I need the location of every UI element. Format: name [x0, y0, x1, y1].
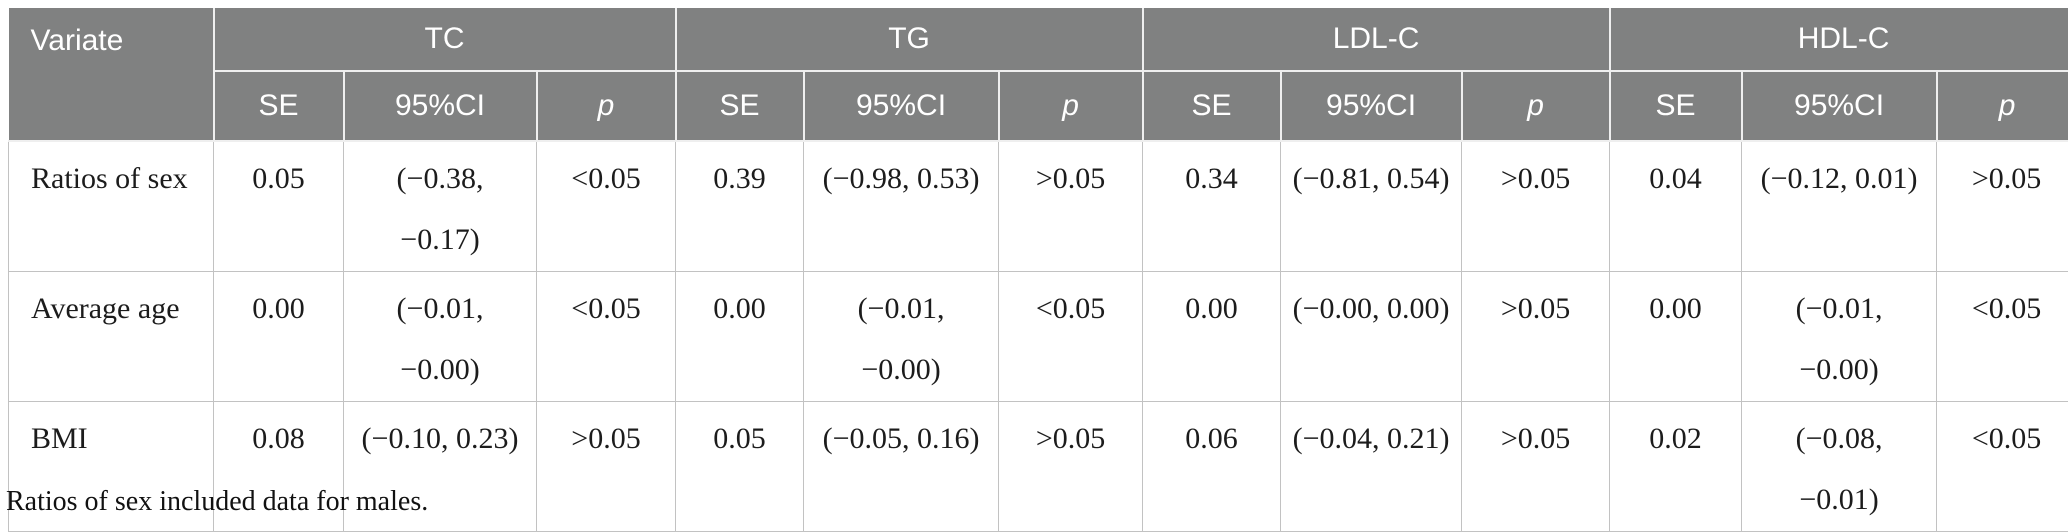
cell-hdl-ci: (−0.12, 0.01) — [1742, 141, 1937, 272]
table-footnote: Ratios of sex included data for males. — [6, 486, 428, 518]
cell-tg-ci: (−0.01, −0.00) — [804, 272, 999, 402]
cell-ldl-p: >0.05 — [1462, 402, 1610, 532]
cell-ldl-ci: (−0.81, 0.54) — [1281, 141, 1462, 272]
cell-ldl-se: 0.34 — [1143, 141, 1281, 272]
table-row-average-age: Average age 0.00 (−0.01, −0.00) <0.05 0.… — [9, 272, 2068, 402]
header-ldl-ci: 95%CI — [1281, 71, 1462, 141]
header-ldl-se: SE — [1143, 71, 1281, 141]
cell-tg-se: 0.00 — [676, 272, 804, 402]
lipid-statistics-table: Variate TC TG LDL-C HDL-C SE 95%CI p SE … — [8, 8, 2068, 532]
header-group-hdl-c: HDL-C — [1610, 8, 2068, 71]
cell-tg-se: 0.05 — [676, 402, 804, 532]
cell-ldl-se: 0.06 — [1143, 402, 1281, 532]
table-body: Ratios of sex 0.05 (−0.38, −0.17) <0.05 … — [9, 141, 2068, 532]
header-group-row: Variate TC TG LDL-C HDL-C — [9, 8, 2068, 71]
header-hdl-se: SE — [1610, 71, 1742, 141]
cell-hdl-ci: (−0.01, −0.00) — [1742, 272, 1937, 402]
header-group-tg: TG — [676, 8, 1143, 71]
header-tc-p: p — [537, 71, 676, 141]
header-tg-ci: 95%CI — [804, 71, 999, 141]
cell-ldl-se: 0.00 — [1143, 272, 1281, 402]
header-tg-se: SE — [676, 71, 804, 141]
cell-tc-se: 0.05 — [214, 141, 344, 272]
cell-hdl-se: 0.04 — [1610, 141, 1742, 272]
cell-hdl-se: 0.02 — [1610, 402, 1742, 532]
cell-ldl-p: >0.05 — [1462, 141, 1610, 272]
header-ldl-p: p — [1462, 71, 1610, 141]
cell-tg-ci: (−0.98, 0.53) — [804, 141, 999, 272]
header-variate: Variate — [9, 8, 214, 141]
cell-hdl-p: >0.05 — [1937, 141, 2068, 272]
cell-hdl-p: <0.05 — [1937, 272, 2068, 402]
header-tc-se: SE — [214, 71, 344, 141]
cell-tc-p: <0.05 — [537, 141, 676, 272]
header-hdl-p: p — [1937, 71, 2068, 141]
header-tc-ci: 95%CI — [344, 71, 537, 141]
statistics-table-container: Variate TC TG LDL-C HDL-C SE 95%CI p SE … — [8, 8, 2060, 532]
row-label: Ratios of sex — [9, 141, 214, 272]
header-tg-p: p — [999, 71, 1143, 141]
table-row-ratios-of-sex: Ratios of sex 0.05 (−0.38, −0.17) <0.05 … — [9, 141, 2068, 272]
header-sub-row: SE 95%CI p SE 95%CI p SE 95%CI p SE 95%C… — [9, 71, 2068, 141]
header-group-ldl-c: LDL-C — [1143, 8, 1610, 71]
cell-hdl-se: 0.00 — [1610, 272, 1742, 402]
cell-tg-se: 0.39 — [676, 141, 804, 272]
cell-tg-p: >0.05 — [999, 402, 1143, 532]
cell-ldl-p: >0.05 — [1462, 272, 1610, 402]
cell-tg-ci: (−0.05, 0.16) — [804, 402, 999, 532]
row-label: Average age — [9, 272, 214, 402]
cell-tg-p: <0.05 — [999, 272, 1143, 402]
cell-tc-p: <0.05 — [537, 272, 676, 402]
header-group-tc: TC — [214, 8, 676, 71]
cell-hdl-p: <0.05 — [1937, 402, 2068, 532]
cell-tc-p: >0.05 — [537, 402, 676, 532]
cell-tc-ci: (−0.38, −0.17) — [344, 141, 537, 272]
cell-tc-ci: (−0.01, −0.00) — [344, 272, 537, 402]
cell-tc-se: 0.00 — [214, 272, 344, 402]
cell-ldl-ci: (−0.04, 0.21) — [1281, 402, 1462, 532]
cell-tg-p: >0.05 — [999, 141, 1143, 272]
cell-ldl-ci: (−0.00, 0.00) — [1281, 272, 1462, 402]
table-header: Variate TC TG LDL-C HDL-C SE 95%CI p SE … — [9, 8, 2068, 141]
cell-hdl-ci: (−0.08, −0.01) — [1742, 402, 1937, 532]
header-hdl-ci: 95%CI — [1742, 71, 1937, 141]
